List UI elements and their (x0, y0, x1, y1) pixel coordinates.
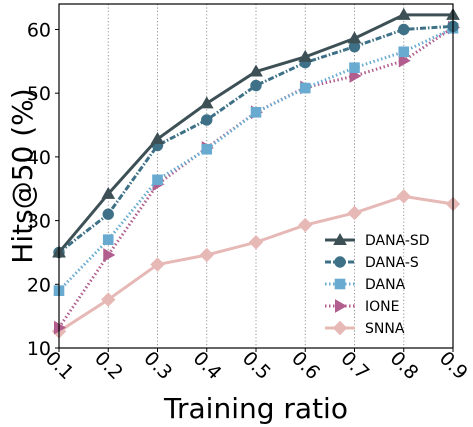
data-point (103, 248, 116, 262)
legend-marker (333, 232, 347, 245)
series-line (57, 26, 454, 329)
data-point (347, 205, 362, 221)
data-point (249, 64, 263, 77)
data-point (102, 208, 114, 220)
legend-item: DANA-S (325, 255, 419, 271)
data-point (248, 235, 264, 250)
legend-item: DANA (325, 277, 406, 293)
data-point (398, 23, 410, 36)
x-tick-label: 0.3 (139, 347, 176, 384)
legend-item: IONE (325, 299, 399, 315)
legend: DANA-SD DANA-S DANA IONE SNNA (325, 232, 430, 337)
data-point (347, 31, 362, 44)
data-point (299, 82, 311, 94)
legend-item: SNNA (325, 320, 405, 337)
legend-marker (334, 256, 346, 268)
series-dana-sd (52, 7, 460, 258)
data-point (298, 49, 313, 62)
y-tick-label: 50 (27, 83, 51, 105)
data-point (199, 247, 214, 263)
x-tick-label: 0.7 (336, 347, 373, 384)
y-tick-label: 10 (27, 338, 51, 360)
series-layer (51, 7, 461, 339)
data-point (298, 217, 313, 233)
x-tick-label: 0.9 (435, 347, 472, 384)
legend-label: IONE (365, 299, 399, 315)
data-point (150, 257, 165, 272)
legend-label: DANA-S (365, 255, 419, 271)
legend-label: DANA (365, 277, 406, 293)
y-axis-title: Hits@50 (%) (6, 88, 39, 263)
x-tick-label: 0.2 (90, 347, 127, 384)
legend-item: DANA-SD (325, 232, 430, 249)
legend-label: DANA-SD (365, 233, 430, 249)
legend-marker (332, 320, 348, 336)
data-point (250, 79, 262, 92)
legend-label: SNNA (365, 321, 405, 337)
y-ticks: 10 20 30 40 50 60 (27, 19, 59, 360)
series-snna (51, 189, 461, 339)
data-point (101, 186, 116, 199)
data-point (201, 143, 213, 155)
data-point (398, 53, 411, 68)
data-point (150, 132, 165, 145)
data-point (396, 7, 411, 20)
data-point (398, 46, 410, 58)
x-tick-label: 0.6 (287, 347, 324, 384)
data-point (201, 114, 213, 126)
data-point (101, 292, 116, 307)
data-point (102, 234, 114, 246)
legend-marker (335, 299, 348, 313)
x-tick-label: 0.5 (238, 347, 275, 384)
series-line (57, 26, 454, 292)
x-tick-label: 0.8 (386, 347, 423, 384)
y-tick-label: 20 (27, 274, 51, 296)
x-ticks: 0.1 0.2 0.3 0.4 0.5 0.6 0.7 0.8 0.9 (41, 347, 472, 384)
data-point (152, 174, 163, 186)
data-point (396, 189, 411, 204)
data-point (54, 320, 67, 335)
x-axis-title: Training ratio (163, 392, 348, 425)
y-tick-label: 60 (27, 19, 51, 41)
data-point (349, 62, 360, 74)
data-point (199, 96, 214, 109)
x-tick-label: 0.4 (189, 347, 226, 384)
y-tick-label: 40 (27, 147, 51, 169)
data-point (250, 106, 262, 118)
legend-marker (334, 278, 346, 290)
y-tick-label: 30 (27, 211, 51, 233)
